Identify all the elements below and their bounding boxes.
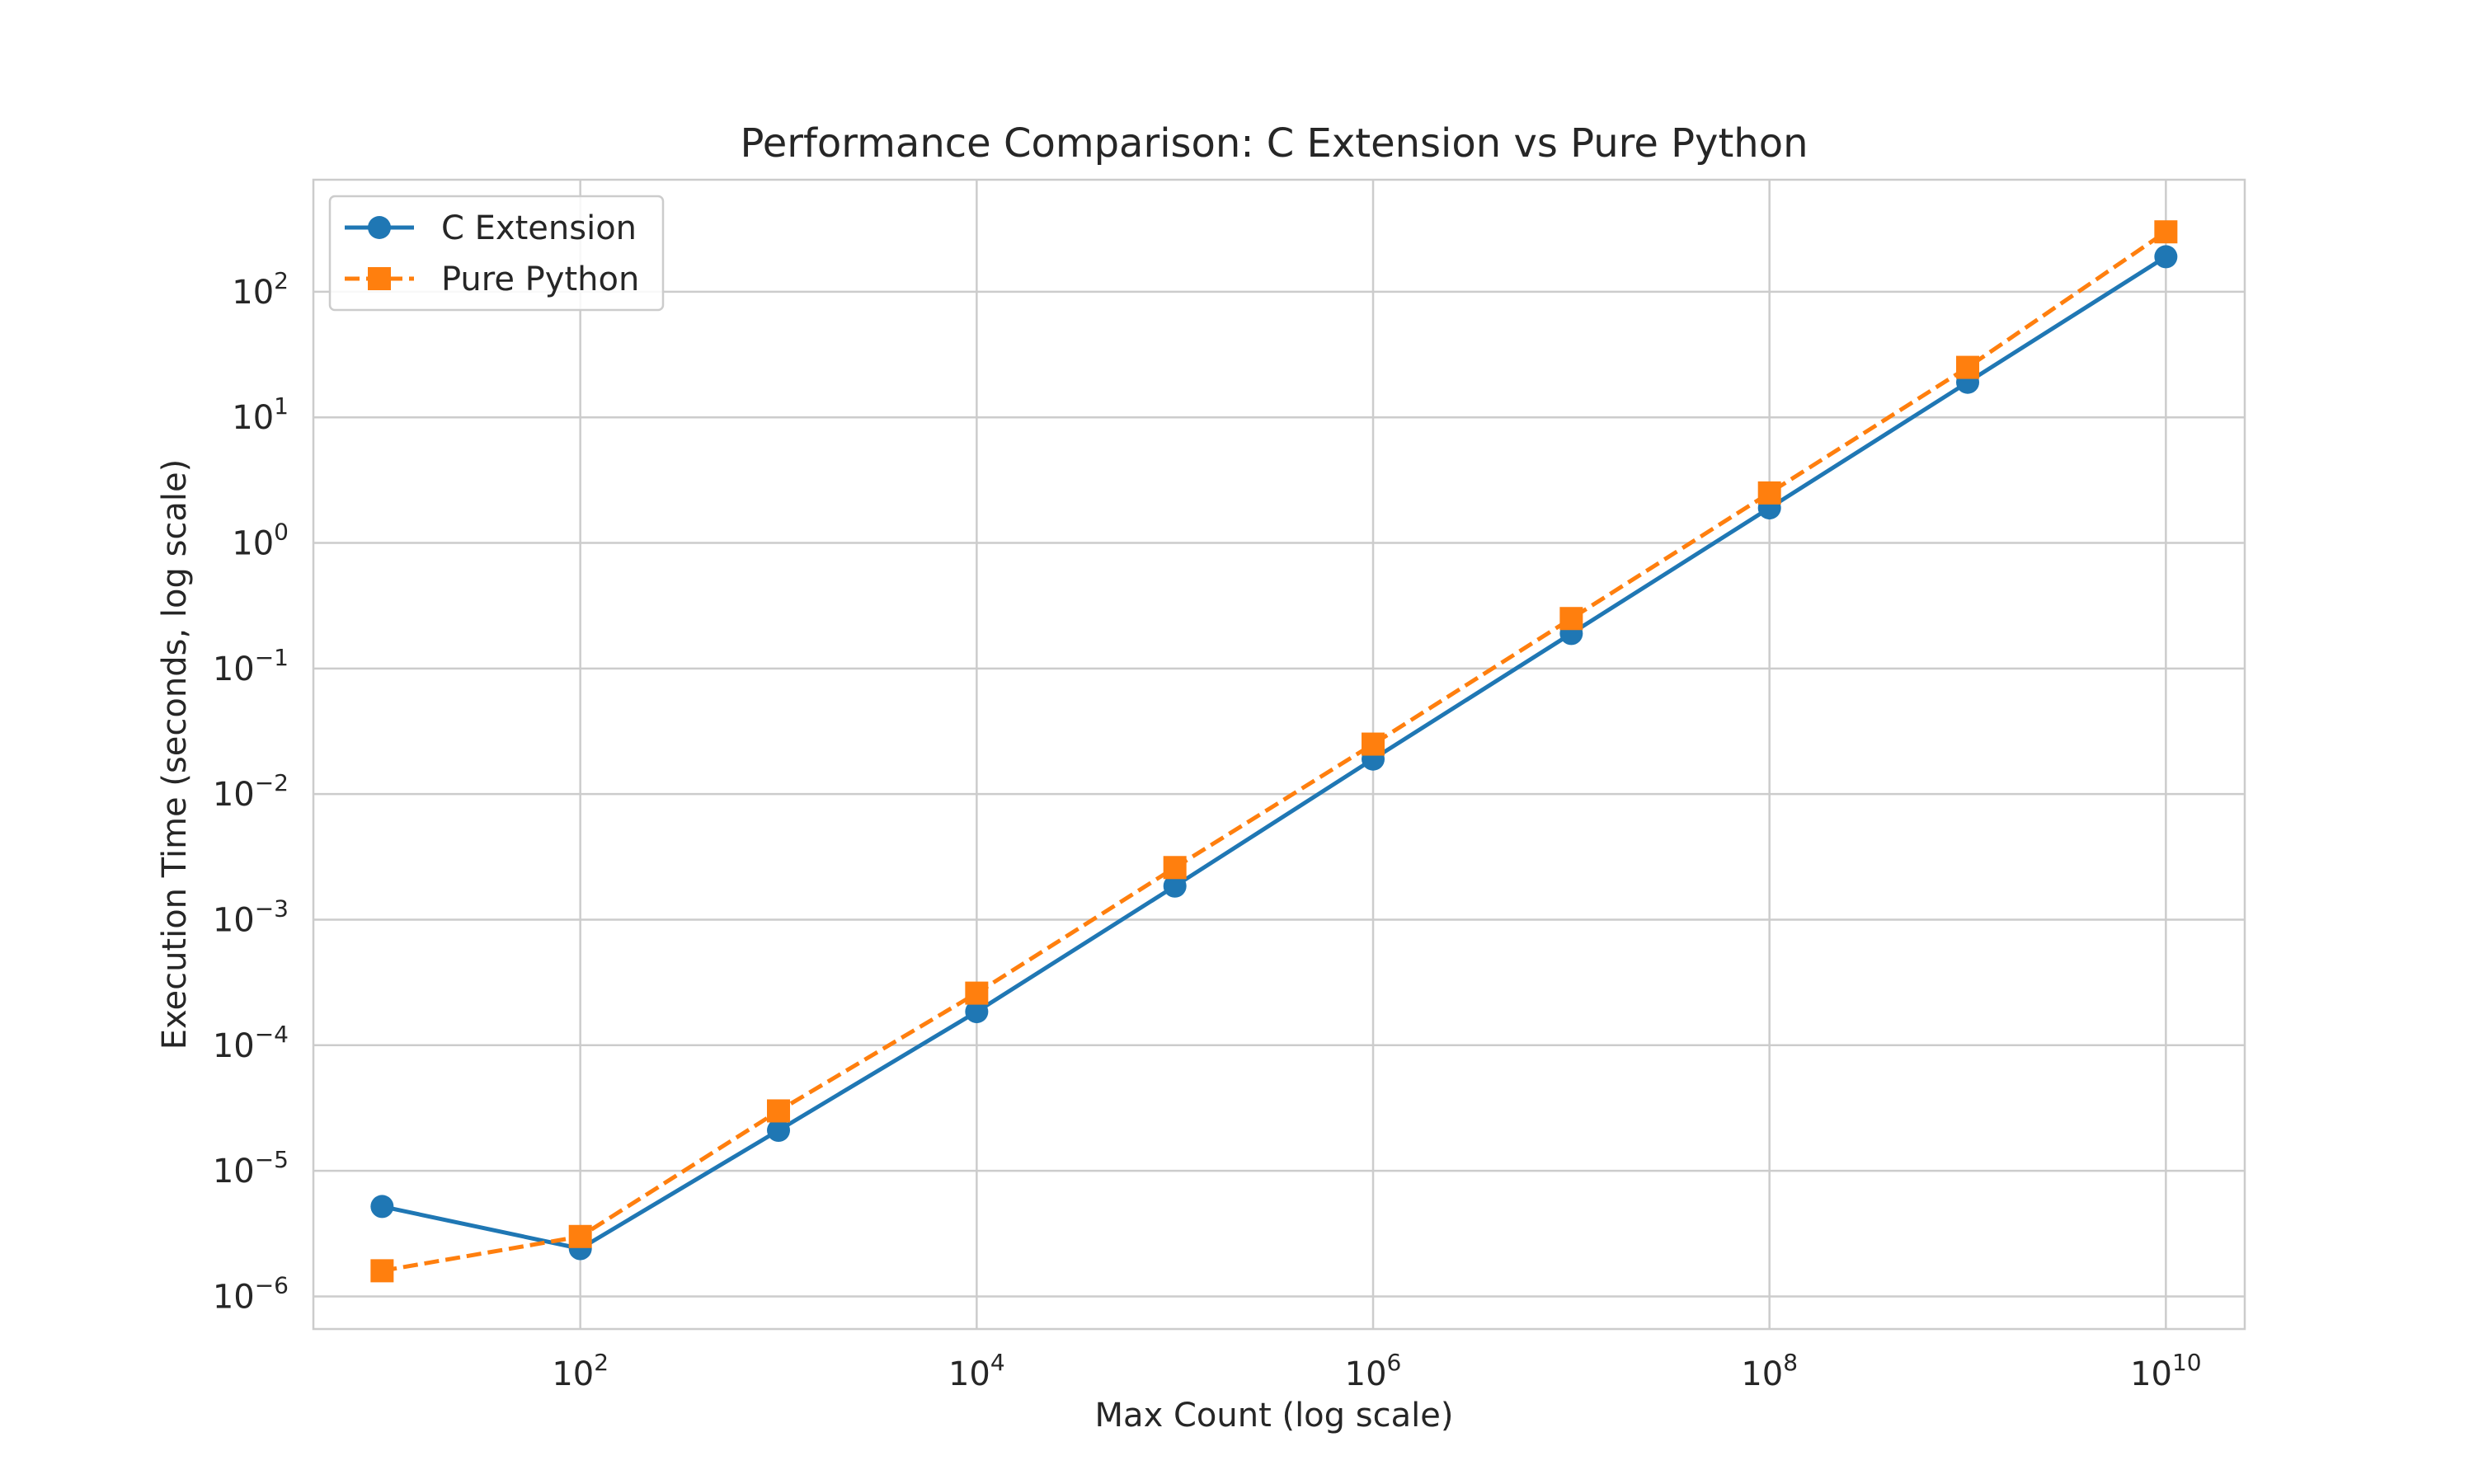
data-point — [370, 1195, 394, 1219]
x-tick-label: 106 — [1345, 1349, 1402, 1393]
y-axis-label: Execution Time (seconds, log scale) — [156, 459, 194, 1050]
tick-labels: 102 104 106 108 1010 10−6 10−5 10−4 10−3 10−2 10−1… — [213, 267, 2202, 1393]
x-tick-label: 104 — [948, 1349, 1005, 1393]
data-point — [1163, 874, 1187, 898]
x-tick-label: 108 — [1741, 1349, 1798, 1393]
legend: C Extension Pure Python — [328, 195, 665, 312]
grid — [313, 180, 2245, 1329]
data-point — [1559, 607, 1583, 631]
series-1 — [370, 220, 2178, 1283]
y-tick-label: 10−3 — [213, 895, 289, 939]
legend-marker — [368, 267, 391, 290]
data-point — [1956, 355, 1980, 379]
data-point — [767, 1099, 791, 1123]
x-tick-label: 1010 — [2130, 1349, 2202, 1393]
x-axis-label: Max Count (log scale) — [1095, 1397, 1454, 1435]
legend-box — [328, 195, 665, 312]
data-point — [2154, 245, 2178, 269]
y-tick-label: 102 — [232, 267, 289, 312]
data-point — [1757, 481, 1781, 505]
data-point — [568, 1224, 592, 1248]
data-point — [965, 981, 989, 1005]
series-layer — [370, 220, 2178, 1283]
series-line — [381, 230, 2167, 1273]
data-point — [965, 1000, 989, 1024]
y-tick-label: 10−6 — [213, 1271, 289, 1316]
y-tick-label: 10−1 — [213, 644, 289, 688]
legend-label: Pure Python — [441, 261, 639, 298]
chart-title: Performance Comparison: C Extension vs P… — [741, 120, 1808, 167]
y-tick-label: 100 — [232, 519, 289, 563]
y-tick-label: 10−4 — [213, 1021, 289, 1065]
legend-item: Pure Python — [345, 261, 639, 298]
data-point — [1163, 856, 1187, 880]
series-line — [381, 255, 2167, 1251]
data-point — [1362, 732, 1385, 756]
legend-item: C Extension — [345, 209, 637, 247]
series-0 — [370, 245, 2178, 1261]
y-tick-label: 10−5 — [213, 1146, 289, 1190]
y-tick-label: 101 — [232, 392, 289, 437]
data-point — [767, 1119, 791, 1143]
y-tick-label: 10−2 — [213, 769, 289, 814]
legend-marker — [368, 216, 391, 239]
data-point — [370, 1259, 394, 1283]
legend-label: C Extension — [441, 209, 637, 247]
data-point — [2154, 220, 2178, 244]
plot-frame — [312, 178, 2246, 1331]
x-tick-label: 102 — [552, 1349, 609, 1393]
